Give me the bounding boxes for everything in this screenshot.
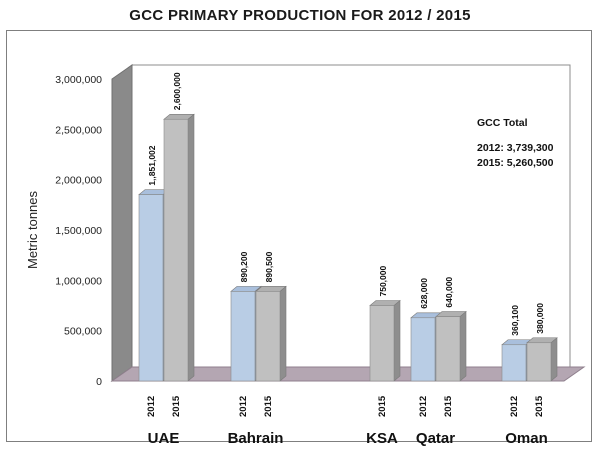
bar-2015-side [187, 113, 195, 382]
data-label-2015: 750,000 [378, 266, 388, 297]
y-axis: 0 500,000 1,000,000 1,500,000 2,000,000 2,500… [25, 74, 102, 388]
data-label-2015: 890,500 [264, 251, 274, 282]
bar-2012 [230, 291, 256, 382]
year-label-2015: 2015 [263, 395, 274, 417]
side-wall [111, 64, 133, 382]
bar-2015-side [393, 299, 401, 382]
bar-2012 [138, 194, 164, 382]
year-label-2015: 2015 [443, 395, 454, 417]
bar-2012 [410, 317, 436, 382]
data-label-2012: 1,,851,002 [147, 145, 157, 185]
bar-2015 [255, 291, 281, 382]
year-label-2012: 2012 [146, 396, 157, 417]
data-label-2012: 890,200 [239, 251, 249, 282]
bar-2015 [163, 118, 189, 382]
year-label-2015: 2015 [171, 395, 182, 417]
bar-2015-side [550, 337, 558, 382]
category-label: KSA [366, 430, 398, 447]
year-label-2015: 2015 [377, 395, 388, 417]
chart-frame [6, 30, 592, 442]
y-tick-label: 3,000,000 [55, 74, 102, 86]
bar-2015 [369, 305, 395, 382]
year-label-2015: 2015 [534, 395, 545, 417]
data-label-2015: 380,000 [535, 303, 545, 334]
annotation-title: GCC Total [477, 117, 528, 129]
y-tick-label: 2,500,000 [55, 124, 102, 136]
y-axis-title: Metric tonnes [25, 190, 40, 269]
year-label-2012: 2012 [509, 396, 520, 417]
chart-title: GCC PRIMARY PRODUCTION FOR 2012 / 2015 [129, 7, 471, 24]
bar-2015 [526, 342, 552, 382]
labels-layer: 1,,851,002 2,600,000 2012 2015 UAE 890,200 890… [146, 72, 548, 447]
year-label-2012: 2012 [418, 396, 429, 417]
bar-2015-side [459, 310, 467, 382]
y-tick-label: 0 [96, 376, 102, 388]
gcc-total-annotation: GCC Total 2012: 3,739,300 2015: 5,260,500 [477, 117, 554, 169]
data-label-2012: 360,100 [510, 305, 520, 336]
data-label-2012: 628,000 [419, 278, 429, 309]
category-label: Qatar [416, 430, 455, 447]
annotation-line-2015: 2015: 5,260,500 [477, 157, 554, 169]
y-tick-label: 2,000,000 [55, 175, 102, 187]
data-label-2015: 640,000 [444, 277, 454, 308]
y-tick-label: 1,500,000 [55, 225, 102, 237]
data-label-2015: 2,600,000 [172, 72, 182, 110]
bar-2012 [501, 344, 527, 382]
bars-layer [138, 113, 558, 382]
category-label: Oman [505, 430, 548, 447]
category-label: Bahrain [228, 430, 284, 447]
y-tick-label: 500,000 [64, 326, 102, 338]
annotation-line-2012: 2012: 3,739,300 [477, 142, 554, 154]
bar-2015 [435, 316, 461, 382]
bar-2015-side [279, 285, 287, 382]
year-label-2012: 2012 [238, 396, 249, 417]
category-label: UAE [148, 430, 180, 447]
y-tick-label: 1,000,000 [55, 275, 102, 287]
back-wall [131, 64, 571, 368]
